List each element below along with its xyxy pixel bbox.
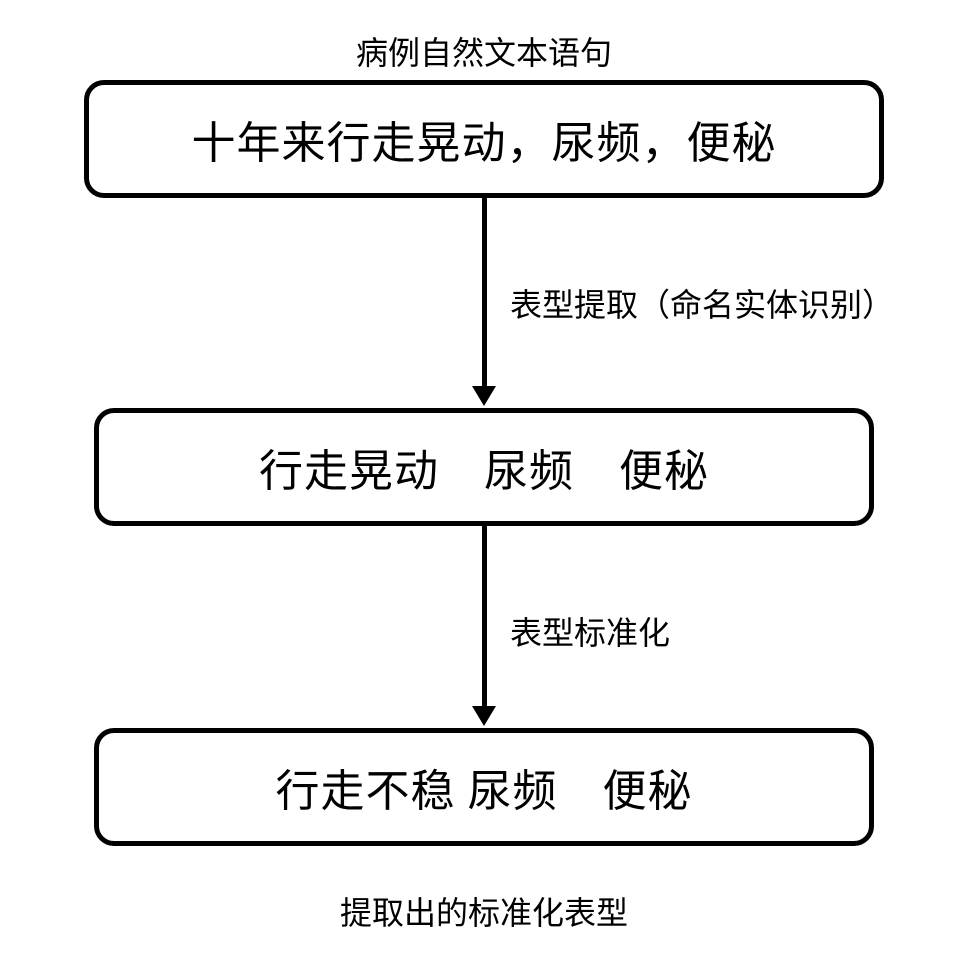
flowchart-container: 病例自然文本语句 十年来行走晃动，尿频，便秘 表型提取（命名实体识别） 行走晃动… — [0, 0, 968, 961]
arrow-head-icon — [472, 386, 496, 406]
bottom-label: 提取出的标准化表型 — [340, 888, 628, 934]
top-label: 病例自然文本语句 — [356, 28, 612, 74]
flowchart-node-input: 十年来行走晃动，尿频，便秘 — [84, 80, 884, 198]
edge-label-standardize: 表型标准化 — [510, 608, 670, 654]
arrow-line — [482, 198, 487, 388]
node-text: 行走不稳 尿频 便秘 — [276, 755, 693, 819]
edge-label-extraction: 表型提取（命名实体识别） — [510, 280, 894, 326]
arrow-1 — [472, 198, 496, 408]
arrow-head-icon — [472, 706, 496, 726]
arrow-line — [482, 526, 487, 708]
arrow-2 — [472, 526, 496, 728]
node-text: 行走晃动 尿频 便秘 — [259, 435, 709, 499]
node-text: 十年来行走晃动，尿频，便秘 — [192, 107, 777, 171]
flowchart-node-extracted: 行走晃动 尿频 便秘 — [94, 408, 874, 526]
flowchart-node-standardized: 行走不稳 尿频 便秘 — [94, 728, 874, 846]
